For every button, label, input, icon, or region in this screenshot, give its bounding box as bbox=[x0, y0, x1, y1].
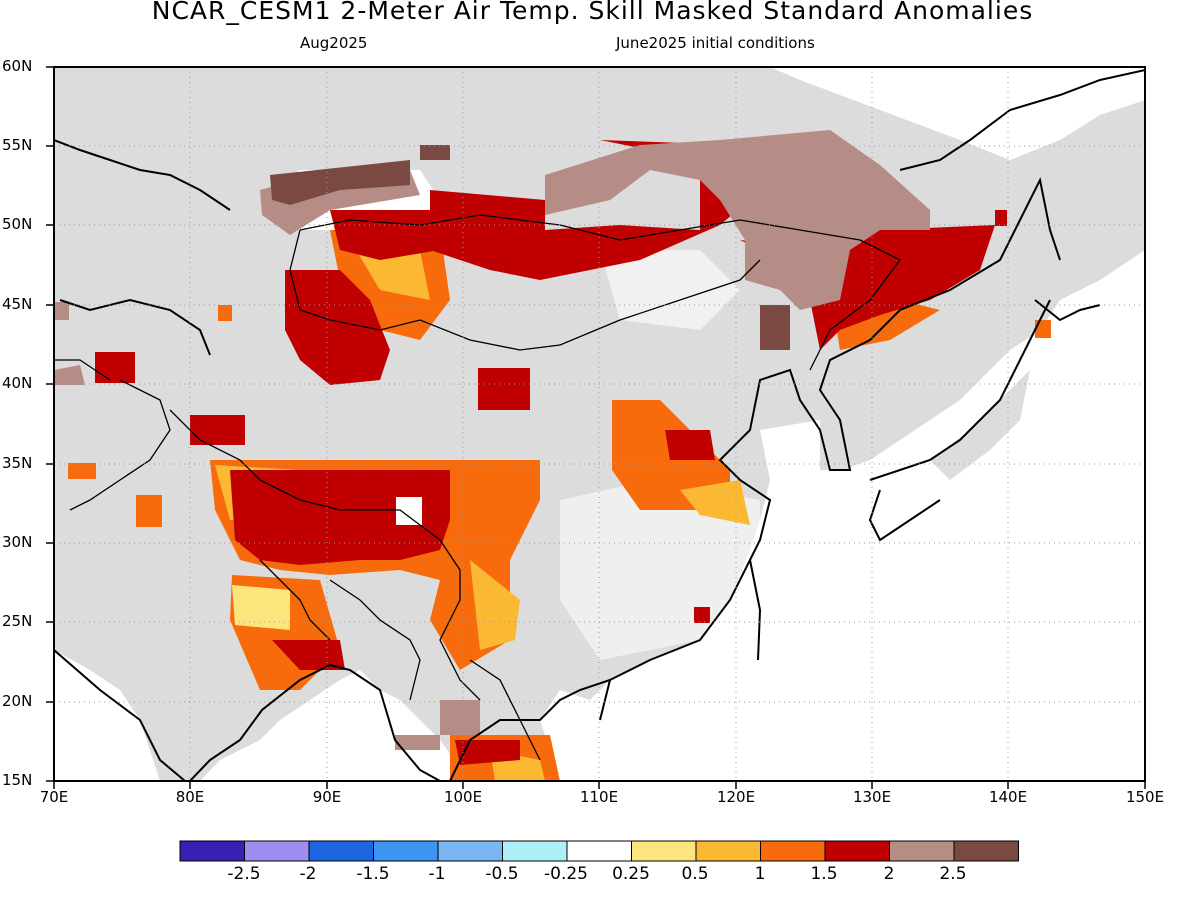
lon-label: 150E bbox=[1125, 788, 1165, 806]
anomaly-yellow bbox=[232, 585, 290, 630]
anomaly-red bbox=[455, 740, 520, 765]
colorbar-label: 1 bbox=[754, 864, 766, 884]
colorbar-label: 1.5 bbox=[810, 864, 838, 884]
lon-label: 90E bbox=[312, 788, 342, 806]
white-patch bbox=[760, 420, 820, 480]
forecast-month: Aug2025 bbox=[300, 34, 368, 52]
anomaly-red bbox=[285, 270, 390, 385]
lat-label: 30N bbox=[2, 533, 33, 551]
lat-label: 50N bbox=[2, 215, 33, 233]
anomaly-brown-dark bbox=[420, 145, 450, 160]
colorbar-label: 2.5 bbox=[939, 864, 967, 884]
colorbar-label: -1 bbox=[428, 864, 446, 884]
lon-label: 80E bbox=[175, 788, 205, 806]
anomaly-red bbox=[430, 140, 750, 280]
anomaly-brown-dark bbox=[760, 305, 790, 350]
anomaly-red bbox=[330, 210, 440, 260]
colorbar-swatch bbox=[695, 840, 761, 862]
anomaly-yellow bbox=[470, 560, 520, 650]
colorbar-label: -0.25 bbox=[544, 864, 588, 884]
colorbar-swatch bbox=[244, 840, 310, 862]
lat-label: 45N bbox=[2, 295, 33, 313]
lon-label: 100E bbox=[443, 788, 483, 806]
colorbar-label: -0.5 bbox=[485, 864, 519, 884]
colorbar-label: -2.5 bbox=[227, 864, 261, 884]
anomaly-brown bbox=[440, 700, 480, 735]
colorbar-swatch bbox=[308, 840, 374, 862]
lat-label: 55N bbox=[2, 136, 33, 154]
anomaly-cell bbox=[1035, 320, 1051, 338]
lat-label: 20N bbox=[2, 692, 33, 710]
white-patch bbox=[600, 250, 740, 330]
colorbar-label: -2 bbox=[299, 864, 317, 884]
anomaly-brown bbox=[395, 735, 440, 750]
lat-label: 25N bbox=[2, 612, 33, 630]
anomaly-cell bbox=[694, 607, 710, 623]
anomaly-cell bbox=[396, 497, 422, 525]
colorbar-label: 0.5 bbox=[681, 864, 709, 884]
colorbar-swatch bbox=[373, 840, 439, 862]
lon-label: 120E bbox=[716, 788, 756, 806]
gridlines bbox=[54, 67, 1145, 781]
anomaly-red bbox=[665, 430, 715, 460]
lon-label: 140E bbox=[988, 788, 1028, 806]
colorbar-swatch bbox=[631, 840, 697, 862]
anomaly-brown bbox=[54, 365, 85, 385]
colorbar bbox=[179, 840, 1019, 862]
colorbar-swatch bbox=[953, 840, 1019, 862]
anomaly-cell bbox=[995, 210, 1007, 226]
tick-marks bbox=[46, 66, 1146, 789]
anomaly-cell bbox=[55, 302, 69, 320]
japan bbox=[930, 370, 1030, 480]
colorbar-label: 2 bbox=[883, 864, 895, 884]
anomaly-red bbox=[478, 368, 530, 410]
map-title: NCAR_CESM1 2-Meter Air Temp. Skill Maske… bbox=[151, 0, 1034, 25]
anomaly-yellow bbox=[680, 480, 750, 525]
colorbar-label: -1.5 bbox=[356, 864, 390, 884]
anomaly-red bbox=[230, 470, 450, 565]
lat-label: 40N bbox=[2, 374, 33, 392]
colorbar-swatch bbox=[566, 840, 632, 862]
lat-label: 15N bbox=[2, 771, 33, 789]
lat-label: 35N bbox=[2, 454, 33, 472]
colorbar-swatch bbox=[437, 840, 503, 862]
colorbar-swatch bbox=[824, 840, 890, 862]
colorbar-swatch bbox=[889, 840, 955, 862]
anomaly-cell bbox=[136, 495, 162, 527]
anomaly-cell bbox=[68, 463, 96, 479]
colorbar-label: 0.25 bbox=[612, 864, 650, 884]
anomaly-red bbox=[190, 415, 245, 445]
anomaly-red bbox=[95, 352, 135, 383]
lon-label: 110E bbox=[579, 788, 619, 806]
colorbar-swatch bbox=[179, 840, 245, 862]
anomaly-cell bbox=[218, 305, 232, 321]
initial-conditions: June2025 initial conditions bbox=[616, 34, 815, 52]
lon-label: 130E bbox=[852, 788, 892, 806]
colorbar-swatch bbox=[760, 840, 826, 862]
colorbar-swatch bbox=[502, 840, 568, 862]
lat-label: 60N bbox=[2, 57, 33, 75]
lon-label: 70E bbox=[39, 788, 69, 806]
anomaly-brown-dark bbox=[270, 160, 410, 205]
